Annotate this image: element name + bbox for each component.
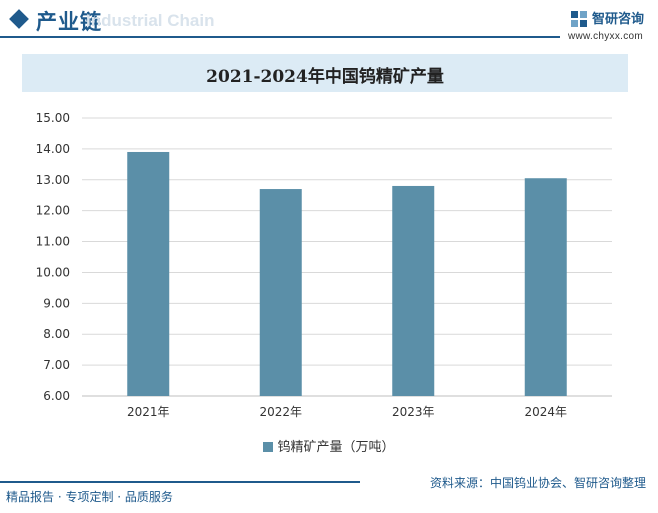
y-tick-label: 15.00 bbox=[36, 111, 70, 125]
chart-title-band: 2021-2024年中国钨精矿产量 bbox=[22, 54, 628, 92]
y-tick-label: 13.00 bbox=[36, 173, 70, 187]
brand-logo-icon bbox=[571, 11, 587, 27]
y-tick-label: 10.00 bbox=[36, 265, 70, 279]
y-tick-label: 14.00 bbox=[36, 142, 70, 156]
y-tick-label: 9.00 bbox=[43, 296, 70, 310]
y-tick-label: 6.00 bbox=[43, 389, 70, 403]
legend-label: 钨精矿产量（万吨） bbox=[277, 440, 395, 455]
header-rule bbox=[0, 36, 560, 38]
x-tick-label: 2024年 bbox=[524, 405, 567, 419]
brand-url: www.chyxx.com bbox=[568, 31, 644, 42]
y-tick-label: 8.00 bbox=[43, 327, 70, 341]
legend: 钨精矿产量（万吨） bbox=[0, 436, 658, 455]
x-tick-label: 2023年 bbox=[392, 405, 435, 419]
bar-chart: 6.00 7.00 8.00 9.00 10.00 11.00 12.00 13.00 14.0… bbox=[36, 111, 612, 419]
legend-swatch bbox=[263, 442, 274, 452]
bar bbox=[259, 189, 302, 396]
y-tick-label: 12.00 bbox=[36, 204, 70, 218]
footer-rule bbox=[0, 481, 360, 483]
section-title: 产业链 bbox=[36, 10, 102, 34]
brand-name: 智研咨询 bbox=[592, 12, 645, 27]
bar bbox=[392, 185, 435, 396]
bar bbox=[127, 151, 170, 396]
footer-slogan: 精品报告 · 专项定制 · 品质服务 bbox=[6, 490, 173, 504]
source-note: 资料来源：中国钨业协会、智研咨询整理 bbox=[429, 476, 646, 490]
x-tick-label: 2021年 bbox=[127, 405, 170, 419]
header: 产业链 Industrial Chain 智研咨询 www.chyxx.com bbox=[0, 0, 658, 46]
chart-title: 2021-2024年中国钨精矿产量 bbox=[206, 67, 444, 87]
y-tick-label: 11.00 bbox=[36, 235, 70, 249]
bar bbox=[524, 178, 567, 396]
x-tick-label: 2022年 bbox=[259, 405, 302, 419]
section-title-watermark: Industrial Chain bbox=[86, 11, 215, 30]
y-tick-label: 7.00 bbox=[43, 358, 70, 372]
